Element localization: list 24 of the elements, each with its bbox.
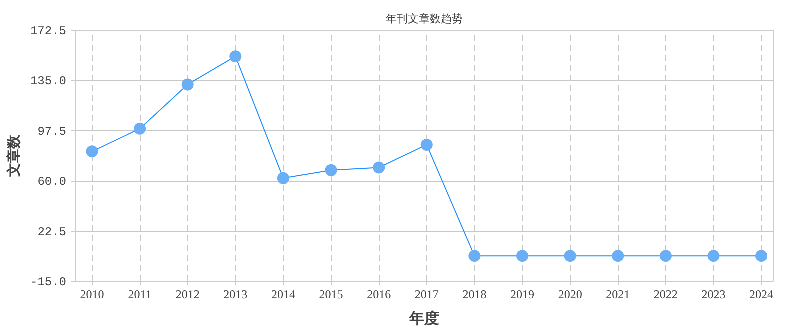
y-axis-title: 文章数 [5, 134, 22, 178]
x-tick-label: 2020 [558, 288, 582, 302]
x-tick-label: 2011 [128, 288, 152, 302]
y-tick-label: -15.0 [30, 276, 67, 290]
x-tick-label: 2019 [510, 288, 535, 302]
x-axis-title: 年度 [408, 310, 440, 328]
x-tick-label: 2016 [367, 288, 392, 302]
y-tick-label: 172.5 [30, 24, 67, 38]
x-tick-label: 2012 [176, 288, 200, 302]
x-tick-label: 2010 [80, 288, 104, 302]
x-tick-label: 2014 [271, 288, 296, 302]
x-tick-label: 2021 [606, 288, 630, 302]
x-tick-label: 2024 [750, 288, 774, 302]
x-tick-label: 2017 [414, 288, 439, 302]
y-tick-label: 60.0 [38, 175, 67, 190]
x-tick-label: 2013 [224, 288, 248, 302]
y-tick-label: 97.5 [38, 124, 67, 139]
x-tick-label: 2015 [319, 288, 344, 302]
x-tick-label: 2018 [462, 288, 487, 302]
chart-title: 年刊文章数趋势 [386, 12, 463, 26]
y-tick-label: 22.5 [38, 225, 67, 240]
x-tick-label: 2022 [654, 288, 678, 302]
x-tick-label: 2023 [702, 288, 726, 302]
y-tick-label: 135.0 [30, 74, 67, 89]
